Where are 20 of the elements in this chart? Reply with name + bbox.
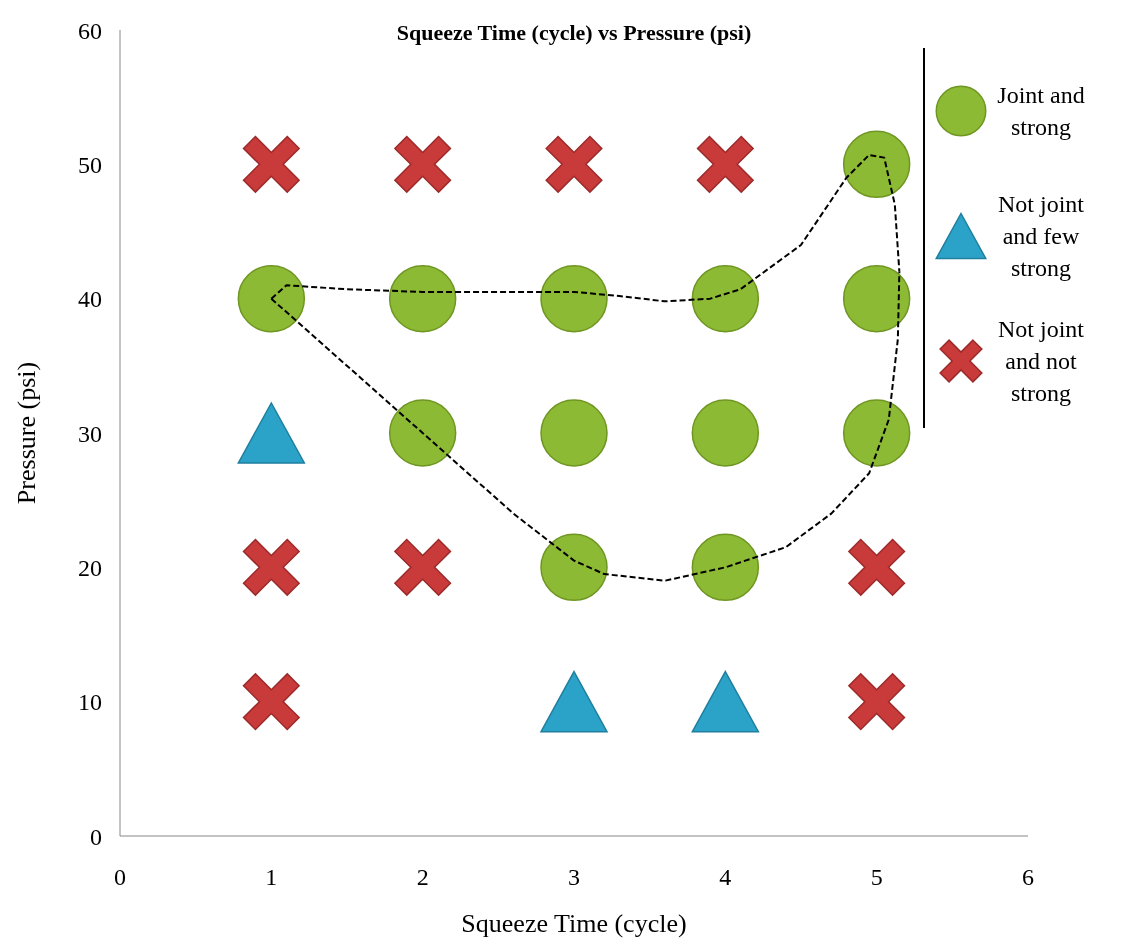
legend-label: Joint and strong (996, 80, 1086, 142)
y-tick-label: 40 (78, 286, 102, 313)
chart-title: Squeeze Time (cycle) vs Pressure (psi) (395, 20, 753, 46)
y-tick-label: 30 (78, 420, 102, 447)
x-tick-label: 6 (1022, 864, 1034, 891)
x-tick-label: 5 (870, 864, 883, 891)
x-tick-label: 3 (568, 864, 580, 891)
y-tick-label: 60 (78, 17, 102, 44)
x-tick-label: 0 (114, 864, 126, 891)
y-axis-title: Pressure (psi) (12, 361, 42, 505)
y-tick-label: 50 (78, 151, 102, 178)
y-tick-label: 10 (78, 689, 102, 716)
x-tick-label: 2 (416, 864, 429, 891)
legend-label: Not joint and not strong (997, 314, 1085, 408)
legend-label: Not joint and few strong (997, 189, 1085, 283)
x-tick-label: 1 (265, 864, 278, 891)
y-tick-label: 20 (78, 554, 102, 581)
y-tick-label: 0 (90, 823, 102, 850)
x-axis-title: Squeeze Time (cycle) (461, 909, 687, 938)
x-tick-label: 4 (719, 864, 732, 891)
